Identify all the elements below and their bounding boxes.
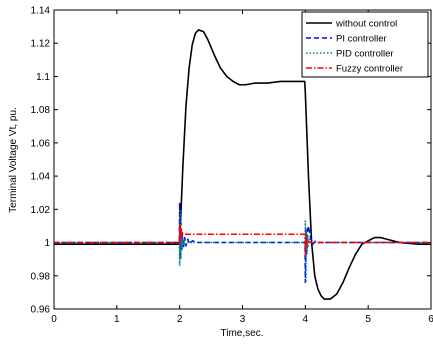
x-tick-label: 6: [428, 314, 433, 325]
x-tick-label: 0: [51, 314, 57, 325]
y-tick-label: 1: [44, 238, 50, 249]
legend-label: PID controller: [336, 49, 394, 60]
x-tick-label: 2: [177, 314, 183, 325]
y-axis: 0.96 0.98 1 1.02 1.04 1.06 1.08 1.1 1.12 1.14: [31, 6, 431, 316]
y-tick-label: 0.96: [31, 305, 51, 316]
x-axis: 0 1 2 3 4 5 6: [51, 10, 433, 325]
y-tick-label: 1.08: [31, 105, 51, 116]
legend-label: without control: [335, 19, 397, 30]
series-line-pid-controller: [54, 210, 431, 282]
y-tick-label: 1.1: [36, 72, 50, 83]
x-tick-label: 5: [365, 314, 371, 325]
legend: without control PI controller PID controll…: [301, 11, 429, 78]
y-tick-label: 1.02: [31, 205, 51, 216]
y-tick-label: 1.04: [31, 172, 51, 183]
y-tick-label: 1.12: [31, 39, 51, 50]
series-layer: [54, 29, 431, 300]
x-tick-label: 3: [240, 314, 246, 325]
y-tick-label: 0.98: [31, 271, 51, 282]
x-tick-label: 1: [114, 314, 120, 325]
series-line-fuzzy-controller: [54, 221, 431, 255]
y-tick-label: 1.06: [31, 138, 51, 149]
y-axis-label: Terminal Voltage Vt, pu.: [8, 107, 19, 213]
x-axis-label: Time,sec.: [221, 328, 264, 339]
x-tick-label: 4: [303, 314, 309, 325]
series-line-without-control: [54, 29, 431, 300]
legend-label: PI controller: [336, 34, 387, 45]
y-tick-label: 1.14: [31, 6, 51, 17]
legend-label: Fuzzy controller: [336, 64, 403, 75]
